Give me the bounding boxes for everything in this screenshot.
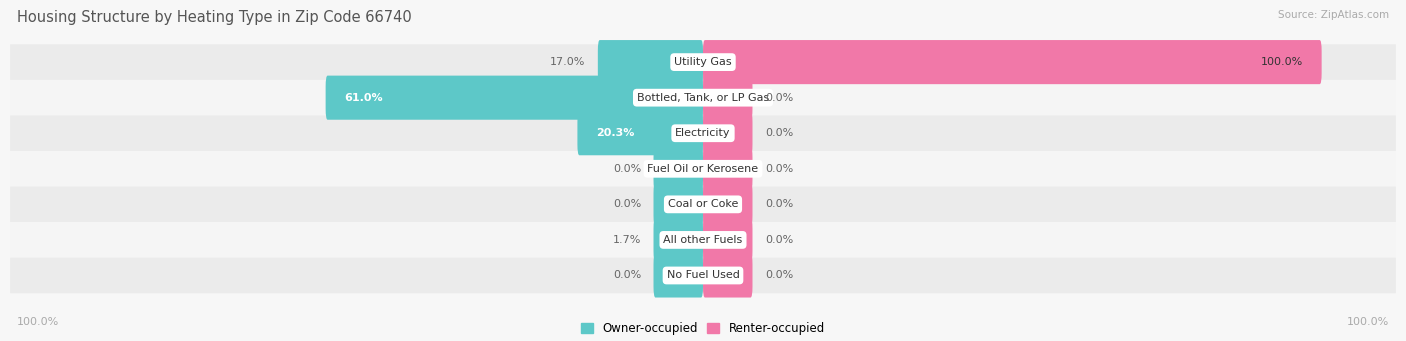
Legend: Owner-occupied, Renter-occupied: Owner-occupied, Renter-occupied	[581, 322, 825, 335]
FancyBboxPatch shape	[703, 40, 1322, 84]
Text: 20.3%: 20.3%	[596, 128, 634, 138]
Text: Bottled, Tank, or LP Gas: Bottled, Tank, or LP Gas	[637, 93, 769, 103]
Text: 100.0%: 100.0%	[1347, 317, 1389, 327]
Text: Utility Gas: Utility Gas	[675, 57, 731, 67]
FancyBboxPatch shape	[703, 182, 752, 226]
FancyBboxPatch shape	[10, 44, 1396, 80]
Text: 0.0%: 0.0%	[765, 128, 793, 138]
FancyBboxPatch shape	[703, 147, 752, 191]
FancyBboxPatch shape	[10, 80, 1396, 116]
Text: 61.0%: 61.0%	[344, 93, 382, 103]
FancyBboxPatch shape	[10, 187, 1396, 222]
Text: No Fuel Used: No Fuel Used	[666, 270, 740, 281]
Text: 0.0%: 0.0%	[613, 270, 641, 281]
FancyBboxPatch shape	[654, 147, 703, 191]
Text: 1.7%: 1.7%	[613, 235, 641, 245]
Text: 0.0%: 0.0%	[613, 199, 641, 209]
Text: Electricity: Electricity	[675, 128, 731, 138]
FancyBboxPatch shape	[10, 258, 1396, 293]
FancyBboxPatch shape	[654, 218, 703, 262]
FancyBboxPatch shape	[10, 222, 1396, 258]
Text: Coal or Coke: Coal or Coke	[668, 199, 738, 209]
FancyBboxPatch shape	[10, 151, 1396, 187]
Text: 0.0%: 0.0%	[765, 199, 793, 209]
FancyBboxPatch shape	[703, 218, 752, 262]
Text: All other Fuels: All other Fuels	[664, 235, 742, 245]
FancyBboxPatch shape	[703, 253, 752, 298]
FancyBboxPatch shape	[10, 116, 1396, 151]
Text: 0.0%: 0.0%	[765, 235, 793, 245]
Text: 0.0%: 0.0%	[613, 164, 641, 174]
FancyBboxPatch shape	[326, 76, 703, 120]
Text: 0.0%: 0.0%	[765, 270, 793, 281]
FancyBboxPatch shape	[703, 76, 752, 120]
Text: 100.0%: 100.0%	[1261, 57, 1303, 67]
FancyBboxPatch shape	[598, 40, 703, 84]
Text: 0.0%: 0.0%	[765, 93, 793, 103]
FancyBboxPatch shape	[703, 111, 752, 155]
FancyBboxPatch shape	[654, 253, 703, 298]
Text: 100.0%: 100.0%	[17, 317, 59, 327]
Text: 17.0%: 17.0%	[550, 57, 585, 67]
FancyBboxPatch shape	[654, 182, 703, 226]
Text: Housing Structure by Heating Type in Zip Code 66740: Housing Structure by Heating Type in Zip…	[17, 10, 412, 25]
Text: Source: ZipAtlas.com: Source: ZipAtlas.com	[1278, 10, 1389, 20]
Text: 0.0%: 0.0%	[765, 164, 793, 174]
Text: Fuel Oil or Kerosene: Fuel Oil or Kerosene	[647, 164, 759, 174]
FancyBboxPatch shape	[578, 111, 703, 155]
